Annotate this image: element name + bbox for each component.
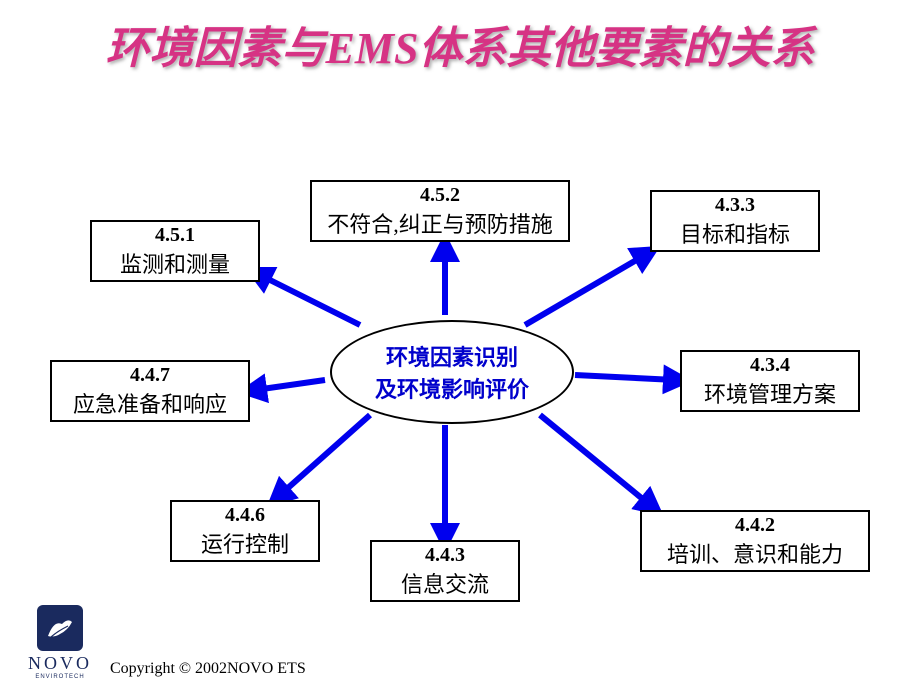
node-label: 信息交流 [401,567,489,599]
node-label: 监测和测量 [120,247,230,279]
node-b443: 4.4.3信息交流 [370,540,520,602]
arrow [280,415,370,495]
copyright-text: Copyright © 2002NOVO ETS [110,660,306,678]
arrow [540,415,650,505]
arrow [525,255,645,325]
node-label: 培训、意识和能力 [667,537,843,569]
arrow [255,380,325,390]
node-b433: 4.3.3目标和指标 [650,190,820,252]
node-b446: 4.4.6运行控制 [170,500,320,562]
node-number: 4.3.4 [750,354,790,377]
node-b434: 4.3.4环境管理方案 [680,350,860,412]
logo: NOVO ENVIROTECH [20,605,100,680]
node-label: 环境管理方案 [704,377,836,409]
center-node: 环境因素识别 及环境影响评价 [330,320,574,424]
arrow [260,275,360,325]
node-number: 4.3.3 [715,194,755,217]
node-number: 4.5.2 [420,184,460,207]
slide-title: 环境因素与EMS体系其他要素的关系 [0,20,920,77]
center-line2: 及环境影响评价 [375,372,529,404]
logo-subtext: ENVIROTECH [20,674,100,680]
logo-text: NOVO [20,653,100,674]
node-number: 4.4.6 [225,504,265,527]
node-number: 4.5.1 [155,224,195,247]
node-number: 4.4.2 [735,514,775,537]
node-label: 目标和指标 [680,217,790,249]
node-b442: 4.4.2培训、意识和能力 [640,510,870,572]
center-line1: 环境因素识别 [386,340,518,372]
arrow [575,375,675,380]
node-label: 不符合,纠正与预防措施 [327,207,553,239]
logo-icon [37,605,83,651]
node-label: 运行控制 [201,527,289,559]
node-label: 应急准备和响应 [73,387,227,419]
node-number: 4.4.3 [425,544,465,567]
node-b452: 4.5.2不符合,纠正与预防措施 [310,180,570,242]
node-number: 4.4.7 [130,364,170,387]
node-b447: 4.4.7应急准备和响应 [50,360,250,422]
node-b451: 4.5.1监测和测量 [90,220,260,282]
